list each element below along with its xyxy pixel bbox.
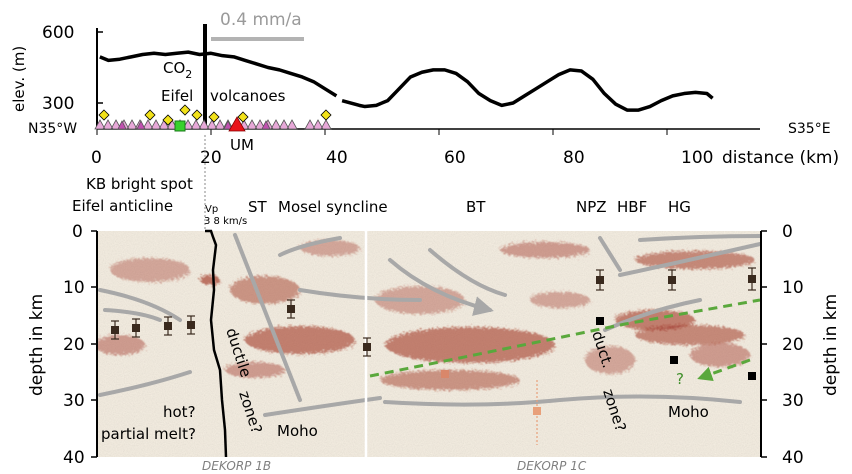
dist-tick-20: 20 [200, 148, 222, 168]
bt-label: BT [466, 198, 486, 216]
dist-tick-0: 0 [91, 148, 102, 168]
depth-tick-right-40: 40 [782, 448, 804, 468]
velocity-profile-line [205, 229, 228, 458]
hot-label: hot? [163, 403, 196, 421]
yellow-diamond-markers [98, 104, 332, 126]
elevation-profile-line-east [341, 68, 714, 112]
elev-tick-300: 300 [42, 94, 74, 114]
distance-axis-label: distance (km) [722, 148, 839, 168]
vp-scale-label: 3 8 km/s [204, 216, 247, 227]
depth-ticks [91, 230, 767, 458]
volcano-markers [94, 119, 332, 130]
hbf-label: HBF [617, 198, 647, 216]
depth-tick-right-10: 10 [782, 278, 804, 298]
vp-label: Vp [205, 204, 218, 215]
structure-labels: KB bright spot Eifel anticline Vp 3 8 km… [72, 175, 691, 227]
st-label: ST [248, 198, 268, 216]
dist-tick-100: 100 [681, 148, 713, 168]
interpretation-lines [98, 233, 761, 417]
moho-label-left: Moho [277, 422, 318, 440]
depth-tick-left-10: 10 [63, 278, 85, 298]
green-square-marker [174, 120, 186, 132]
moho-label-right: Moho [668, 403, 709, 421]
distance-ticks: 0 20 40 60 80 100 distance (km) [91, 129, 839, 168]
elev-axis-label: elev. (m) [10, 46, 28, 112]
partial-melt-label: partial melt? [101, 425, 196, 443]
dekorp-1b-label: DEKORP 1B [202, 459, 271, 473]
dist-tick-40: 40 [326, 148, 348, 168]
depth-axis-label-right: depth in km [821, 294, 841, 396]
depth-tick-right-0: 0 [782, 222, 793, 242]
rate-scale-label: 0.4 mm/a [220, 10, 302, 30]
eifel-anticline-label: Eifel anticline [72, 197, 173, 215]
um-label: UM [230, 136, 254, 154]
depth-tick-left-0: 0 [72, 222, 83, 242]
depth-tick-right-20: 20 [782, 335, 804, 355]
eifel-label: Eifel [161, 87, 193, 105]
depth-tick-left-30: 30 [63, 391, 85, 411]
direction-right: S35°E [788, 121, 831, 137]
depth-tick-right-30: 30 [782, 391, 804, 411]
elevation-panel: 600 300 elev. (m) 0 20 40 60 80 100 dist… [10, 10, 839, 231]
question-label: ? [676, 370, 684, 388]
depth-marker-squares [111, 275, 756, 415]
um-triangle-marker [228, 116, 246, 132]
reflection-patches [97, 240, 755, 390]
green-dashed-arrow-long [369, 298, 761, 378]
depth-tick-left-40: 40 [63, 448, 85, 468]
dekorp-1c-label: DEKORP 1C [517, 459, 587, 473]
hg-label: HG [668, 198, 691, 216]
direction-left: N35°W [28, 121, 77, 137]
green-dashed-arrow-short [697, 358, 751, 381]
depth-tick-left-20: 20 [63, 335, 85, 355]
depth-axis-label-left: depth in km [27, 294, 47, 396]
dist-tick-60: 60 [444, 148, 466, 168]
mosel-syncline-label: Mosel syncline [278, 198, 388, 216]
kb-bright-spot-label: KB bright spot [86, 175, 193, 193]
npz-label: NPZ [576, 198, 607, 216]
dist-tick-80: 80 [563, 148, 585, 168]
elevation-profile-line [99, 50, 338, 98]
seismic-section: ? [27, 222, 841, 473]
elev-tick-600: 600 [42, 23, 74, 43]
co2-label: CO2 [163, 59, 192, 81]
volcanoes-label: volcanoes [210, 87, 286, 105]
